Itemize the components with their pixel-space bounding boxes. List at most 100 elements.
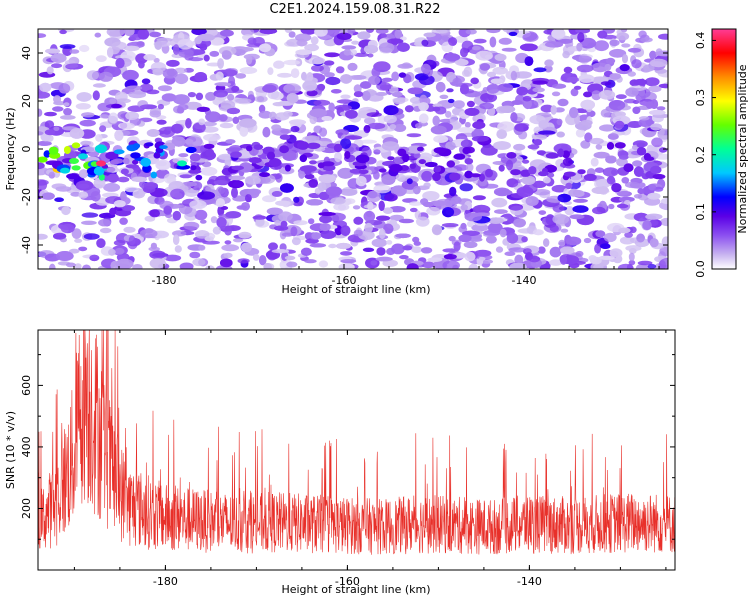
heatmap-cell	[191, 29, 207, 36]
heatmap-cell	[189, 199, 207, 210]
heatmap-cell	[591, 90, 602, 101]
heatmap-cell	[633, 212, 649, 222]
heatmap-cell	[345, 109, 358, 119]
heatmap-cell	[472, 121, 486, 129]
heatmap-cell	[359, 139, 378, 144]
heatmap-cell	[75, 103, 91, 110]
heatmap-cell	[290, 226, 298, 237]
heatmap-cell	[487, 217, 504, 224]
heatmap-cell	[543, 65, 553, 73]
heatmap-cell	[562, 50, 570, 59]
heatmap-cell	[595, 143, 603, 150]
spectrogram-ylabel: Frequency (Hz)	[4, 108, 17, 191]
heatmap-cell	[464, 158, 474, 165]
heatmap-cell	[86, 70, 99, 81]
heatmap-cell	[478, 256, 486, 261]
heatmap-cell	[114, 247, 125, 255]
heatmap-cell	[343, 49, 352, 56]
heatmap-cell	[603, 232, 617, 243]
heatmap-cell	[409, 96, 423, 104]
heatmap-cell	[139, 228, 158, 239]
heatmap-cell	[111, 103, 122, 109]
heatmap-cell	[173, 94, 190, 105]
heatmap-cell	[117, 176, 130, 183]
heatmap-cell	[430, 125, 447, 135]
heatmap-cell	[463, 66, 473, 77]
heatmap-cell	[318, 174, 337, 184]
heatmap-cell	[439, 94, 449, 99]
heatmap-cell	[559, 254, 568, 265]
heatmap-cell	[194, 230, 210, 239]
heatmap-cell	[163, 205, 172, 215]
heatmap-cell	[570, 88, 579, 97]
heatmap-cell	[324, 52, 340, 58]
heatmap-cell	[647, 192, 661, 200]
heatmap-cell	[152, 177, 165, 184]
heatmap-cell	[197, 191, 216, 200]
heatmap-cell	[644, 156, 655, 161]
heatmap-cell	[98, 71, 113, 82]
heatmap-cell	[597, 30, 608, 39]
heatmap-cell	[632, 106, 641, 115]
heatmap-cell	[218, 187, 226, 195]
heatmap-cell	[304, 259, 317, 264]
heatmap-cell	[424, 161, 438, 168]
heatmap-cell	[636, 233, 645, 243]
heatmap-cell	[351, 40, 360, 45]
spectrogram-ytick-label: 20	[20, 94, 33, 108]
heatmap-cell	[106, 29, 125, 37]
heatmap-cell	[335, 66, 345, 74]
heatmap-cell	[284, 255, 296, 261]
heatmap-cell	[220, 29, 234, 37]
heatmap-cell	[608, 100, 626, 111]
heatmap-cell	[533, 189, 551, 196]
heatmap-cell	[591, 186, 609, 194]
heatmap-cell	[178, 153, 189, 158]
heatmap-cell	[271, 249, 289, 254]
heatmap-cell	[107, 47, 114, 58]
heatmap-cell	[447, 98, 455, 104]
heatmap-cell	[247, 188, 262, 195]
snr-xtick-label: -180	[153, 575, 178, 588]
heatmap-cell	[103, 182, 121, 192]
heatmap-cell	[545, 214, 555, 225]
heatmap-cell	[471, 223, 489, 232]
heatmap-cell	[658, 260, 666, 269]
heatmap-cell	[532, 87, 545, 93]
heatmap-cell	[493, 141, 511, 150]
heatmap-cell	[340, 188, 358, 196]
heatmap-cell	[218, 153, 233, 160]
heatmap-cell	[473, 38, 487, 44]
heatmap-cell	[338, 263, 355, 269]
heatmap-cell	[594, 243, 602, 254]
heatmap-cell	[333, 203, 350, 211]
heatmap-cell	[44, 129, 56, 136]
heatmap-cell	[299, 154, 308, 163]
heatmap-cell	[660, 217, 668, 227]
heatmap-cell	[90, 191, 101, 202]
spectrogram-xlabel: Height of straight line (km)	[281, 283, 430, 296]
heatmap-cell	[420, 247, 433, 254]
heatmap-cell	[575, 29, 590, 34]
snr-panel: -180 -160 -140 200 400 600 SNR (10 * v/v) Hei…	[4, 329, 676, 596]
heatmap-cell	[123, 29, 135, 36]
heatmap-cell	[78, 191, 89, 199]
heatmap-cell	[453, 164, 469, 171]
heatmap-cell	[445, 141, 456, 151]
heatmap-cell	[228, 175, 245, 181]
heatmap-cell	[503, 213, 513, 220]
heatmap-cell	[258, 255, 267, 266]
heatmap-cell	[202, 240, 220, 245]
heatmap-cell	[71, 142, 81, 149]
heatmap-cell	[205, 265, 215, 269]
heatmap-cell	[132, 159, 139, 165]
heatmap-cell	[38, 179, 48, 191]
heatmap-cell	[210, 216, 218, 224]
heatmap-cell	[398, 72, 407, 78]
heatmap-cell	[546, 172, 555, 178]
heatmap-cell	[550, 105, 557, 115]
heatmap-cell	[460, 83, 469, 95]
heatmap-cell	[499, 228, 507, 238]
heatmap-cell	[480, 92, 498, 103]
heatmap-cell	[288, 31, 296, 38]
